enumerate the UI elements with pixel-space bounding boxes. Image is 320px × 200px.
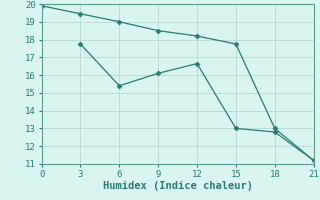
X-axis label: Humidex (Indice chaleur): Humidex (Indice chaleur) — [103, 181, 252, 191]
